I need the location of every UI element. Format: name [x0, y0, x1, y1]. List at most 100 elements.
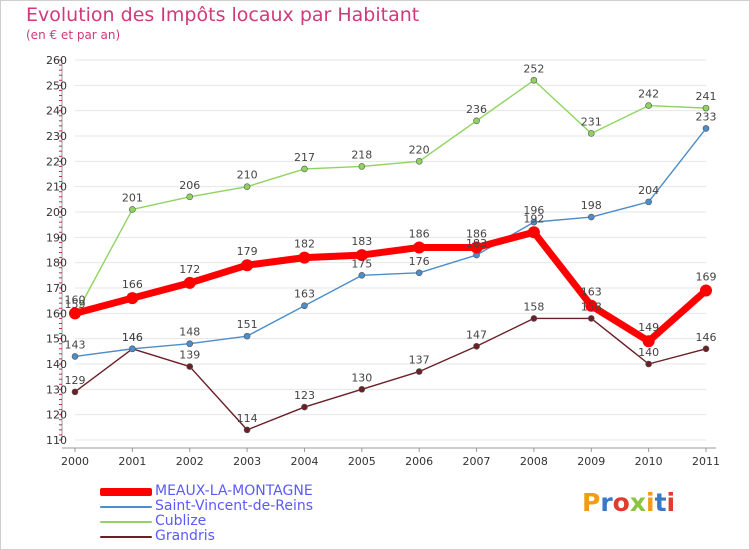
x-tick-label: 2008 [520, 455, 548, 468]
y-tick-label: 260 [46, 54, 67, 67]
data-point [358, 272, 366, 279]
data-label: 241 [696, 90, 717, 103]
y-tick-label: 220 [46, 155, 67, 168]
line-chart: 1101201301401501601701801902002102202302… [46, 54, 720, 468]
logo-letter: t [654, 488, 667, 517]
series-line-1 [74, 127, 707, 358]
data-point [183, 276, 196, 289]
legend-swatch [100, 506, 152, 508]
data-point [642, 335, 655, 348]
data-label: 151 [237, 318, 258, 331]
data-label: 179 [237, 245, 258, 258]
data-point [241, 259, 254, 272]
data-label: 186 [409, 227, 430, 240]
data-point [186, 193, 194, 201]
series-line-3 [74, 317, 707, 431]
data-point [301, 403, 308, 411]
data-point [530, 76, 538, 84]
data-point [126, 292, 139, 305]
data-point [527, 226, 540, 239]
data-label: 252 [523, 62, 544, 75]
data-label: 146 [122, 331, 143, 344]
y-tick-label: 180 [46, 257, 67, 270]
data-label: 140 [638, 346, 659, 359]
data-point [587, 315, 595, 322]
data-label: 114 [237, 412, 258, 425]
data-point [473, 342, 480, 350]
data-point [702, 125, 710, 132]
legend-label: MEAUX-LA-MONTAGNE [155, 483, 313, 499]
data-point [530, 315, 538, 322]
data-label: 169 [696, 271, 717, 284]
data-label: 129 [65, 374, 86, 387]
y-tick-label: 140 [46, 358, 67, 371]
data-label: 217 [294, 151, 315, 164]
data-label: 143 [65, 338, 86, 351]
data-label: 176 [409, 255, 430, 268]
data-point [243, 183, 251, 190]
data-label: 172 [179, 263, 200, 276]
data-label: 186 [466, 227, 487, 240]
data-point [587, 213, 595, 221]
y-tick-label: 190 [46, 231, 67, 244]
data-label: 146 [122, 331, 143, 344]
legend-label: Saint-Vincent-de-Reins [155, 498, 314, 514]
legend-label: Cublize [155, 513, 207, 529]
data-label: 183 [466, 237, 487, 250]
data-label: 147 [466, 328, 487, 341]
data-point [702, 104, 710, 112]
logo-letter: o [612, 488, 630, 517]
x-tick-label: 2005 [348, 455, 376, 468]
x-tick-label: 2009 [577, 455, 605, 468]
legend-label: Grandris [155, 528, 215, 544]
y-tick-label: 250 [46, 79, 67, 92]
data-point [69, 307, 81, 320]
axes [59, 59, 716, 452]
data-point [301, 165, 308, 173]
data-label: 201 [122, 191, 143, 204]
data-label: 160 [65, 293, 86, 306]
y-tick-label: 240 [46, 105, 67, 118]
data-label: 206 [179, 179, 200, 192]
data-label: 198 [581, 199, 602, 212]
data-point [415, 269, 423, 277]
data-point [700, 284, 712, 297]
data-label: 231 [581, 115, 602, 128]
data-label: 242 [638, 88, 659, 101]
grid-lines [75, 59, 706, 441]
data-point [129, 345, 136, 353]
data-point [645, 198, 652, 206]
y-tick-label: 160 [46, 307, 67, 320]
x-tick-label: 2010 [635, 455, 663, 468]
data-label: 148 [179, 326, 200, 339]
chart-subtitle: (en € et par an) [26, 28, 121, 42]
data-label: 192 [523, 212, 544, 225]
data-label: 233 [696, 110, 717, 123]
data-point [415, 368, 423, 375]
y-tick-label: 120 [46, 409, 67, 422]
data-label: 182 [294, 238, 315, 251]
x-tick-label: 2000 [61, 455, 89, 468]
data-point [702, 345, 710, 353]
data-point [243, 332, 251, 340]
x-tick-label: 2011 [692, 455, 720, 468]
data-label: 196 [523, 204, 544, 217]
data-label: 166 [122, 278, 143, 291]
x-tick-label: 2001 [118, 455, 146, 468]
data-label: 183 [351, 235, 372, 248]
series-line-0 [71, 228, 710, 345]
data-point [415, 158, 423, 165]
legend-swatch [100, 488, 152, 496]
data-label: 158 [581, 300, 602, 313]
data-label: 159 [65, 298, 86, 311]
data-label: 163 [294, 288, 315, 301]
data-point [186, 340, 194, 348]
data-point [530, 218, 538, 226]
y-tick-label: 110 [46, 434, 67, 447]
data-point [470, 241, 483, 254]
data-point [355, 249, 368, 262]
data-label: 204 [638, 184, 659, 197]
data-label: 123 [294, 389, 315, 402]
data-label: 236 [466, 103, 487, 116]
data-label: 158 [523, 300, 544, 313]
